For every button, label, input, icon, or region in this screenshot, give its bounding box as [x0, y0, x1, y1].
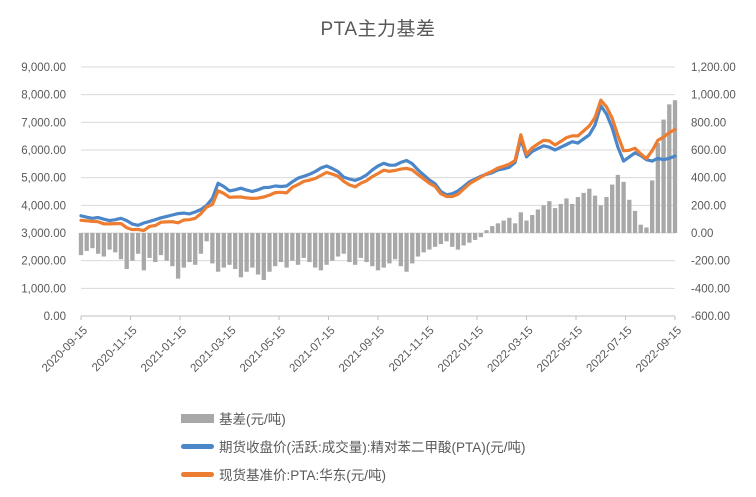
x-tick-label: 2020-09-15 — [40, 325, 90, 375]
x-tick-label: 2022-05-15 — [535, 325, 585, 375]
y-right-tick-label: -200.00 — [691, 256, 730, 268]
x-tick-label: 2022-07-15 — [585, 325, 635, 375]
x-tick-label: 2022-01-15 — [436, 325, 486, 375]
x-tick-label: 2021-07-15 — [288, 325, 338, 375]
x-tick-label: 2022-03-15 — [486, 325, 536, 375]
legend-swatch-spot — [181, 471, 214, 477]
y-left-tick-label: 2,000.00 — [21, 256, 66, 268]
x-tick-label: 2021-09-15 — [337, 325, 387, 375]
x-tick-label: 2021-05-15 — [238, 325, 288, 375]
legend-label-futures: 期货收盘价(活跃:成交量):精对苯二甲酸(PTA)(元/吨) — [219, 440, 526, 455]
legend-item-futures: 期货收盘价(活跃:成交量):精对苯二甲酸(PTA)(元/吨) — [181, 432, 525, 460]
y-left-tick-label: 1,000.00 — [21, 283, 66, 295]
x-tick-label: 2020-11-15 — [90, 325, 139, 374]
futures-line — [79, 104, 677, 227]
y-right-tick-label: -400.00 — [691, 283, 730, 295]
x-tick-label: 2021-03-15 — [189, 325, 239, 375]
y-right-tick-label: 600.00 — [691, 145, 726, 157]
chart-title: PTA主力基差 — [320, 19, 436, 40]
x-axis — [80, 315, 676, 320]
x-axis-labels: 2020-09-15 2020-11-15 2021-01-15 2021-03-15… — [40, 325, 684, 375]
legend-label-basis: 基差(元/吨) — [219, 412, 286, 427]
spot-line — [79, 98, 677, 233]
y-right-tick-label: 400.00 — [691, 173, 726, 185]
legend-swatch-basis — [181, 413, 214, 423]
x-tick-label: 2021-01-15 — [139, 325, 189, 375]
x-tick-label: 2022-09-15 — [634, 325, 684, 375]
y-left-tick-label: 7,000.00 — [21, 117, 66, 129]
y-left-tick-label: 4,000.00 — [21, 200, 66, 212]
y-right-tick-label: 0.00 — [691, 228, 713, 240]
plot-area: 9,000.00 8,000.00 7,000.00 6,000.00 5,000.00… — [21, 62, 736, 375]
legend-label-spot: 现货基准价:PTA:华东(元/吨) — [219, 468, 386, 483]
x-tick-label: 2021-11-15 — [387, 325, 436, 374]
right-axis-labels: 1,200.00 1,000.00 800.00 600.00 400.00 200.00… — [691, 62, 736, 323]
left-axis-labels: 9,000.00 8,000.00 7,000.00 6,000.00 5,000.00… — [21, 62, 66, 323]
y-right-tick-label: 200.00 — [691, 200, 726, 212]
legend: 基差(元/吨) 期货收盘价(活跃:成交量):精对苯二甲酸(PTA)(元/吨) 现… — [181, 404, 525, 488]
y-left-tick-label: 9,000.00 — [21, 62, 66, 74]
y-right-tick-label: 1,200.00 — [691, 62, 736, 74]
y-right-tick-label: -600.00 — [691, 311, 730, 323]
y-right-tick-label: 800.00 — [691, 117, 726, 129]
y-left-tick-label: 8,000.00 — [21, 90, 66, 102]
y-left-tick-label: 6,000.00 — [21, 145, 66, 157]
y-left-tick-label: 3,000.00 — [21, 228, 66, 240]
legend-item-spot: 现货基准价:PTA:华东(元/吨) — [181, 460, 525, 488]
y-right-tick-label: 1,000.00 — [691, 90, 736, 102]
y-left-tick-label: 5,000.00 — [21, 173, 66, 185]
y-left-tick-label: 0.00 — [44, 311, 66, 323]
legend-item-basis: 基差(元/吨) — [181, 404, 525, 432]
basis-bars — [78, 100, 678, 281]
legend-swatch-futures — [181, 443, 214, 449]
